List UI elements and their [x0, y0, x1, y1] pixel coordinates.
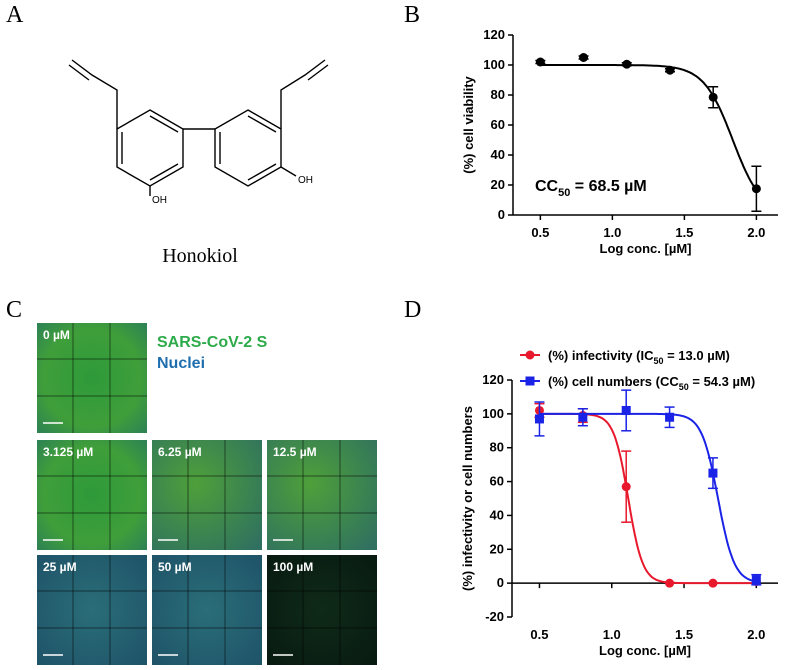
image-label: 3.125 µM: [43, 445, 93, 459]
y-tick-label: 100: [483, 57, 505, 72]
point: [621, 405, 631, 415]
y-tick-label: 60: [490, 474, 504, 489]
y-tick-label: 0: [497, 575, 504, 590]
point: [751, 575, 761, 585]
y-tick-label: 60: [491, 117, 505, 132]
y-tick-label: 20: [490, 541, 504, 556]
x-tick-label: 0.5: [530, 627, 548, 642]
y-tick-label: 20: [491, 177, 505, 192]
point: [665, 412, 675, 422]
point: [622, 59, 632, 69]
point: [751, 184, 761, 194]
y-tick-label: 0: [498, 207, 505, 222]
point: [708, 92, 718, 102]
panel-label: B: [404, 2, 420, 28]
image-legend: SARS-CoV-2 S: [157, 334, 268, 351]
micrograph: [267, 440, 377, 550]
point: [665, 65, 675, 75]
image-label: 50 µM: [158, 560, 192, 574]
point: [534, 414, 544, 424]
annotation: CC50 = 68.5 µM: [535, 178, 647, 199]
legend-part: 50: [653, 356, 663, 366]
image-legend: Nuclei: [157, 355, 205, 372]
fit-curve: [540, 64, 758, 191]
group-label: OH: [298, 175, 313, 186]
image-label: 12.5 µM: [273, 445, 317, 459]
panel-label: D: [404, 297, 421, 323]
legend-marker: [525, 376, 535, 386]
x-tick-label: 2.0: [747, 627, 765, 642]
legend-part: 50: [679, 382, 689, 392]
y-tick-label: 80: [490, 440, 504, 455]
image-label: 6.25 µM: [158, 445, 202, 459]
panel-label: A: [6, 2, 24, 28]
group-label: OH: [152, 195, 167, 206]
legend-part: (%) cell numbers (CC: [548, 374, 679, 389]
y-tick-label: -20: [485, 609, 504, 624]
micrograph: [37, 555, 147, 665]
x-axis-label: Log conc. [µM]: [599, 643, 691, 658]
legend-label: (%) cell numbers (CC50 = 54.3 µM): [548, 374, 755, 392]
x-tick-label: 1.0: [603, 225, 621, 240]
point: [578, 412, 588, 422]
x-tick-label: 2.0: [747, 225, 765, 240]
y-axis-label: (%) infectivity or cell numbers: [460, 406, 475, 591]
point: [708, 468, 718, 478]
y-tick-label: 40: [491, 147, 505, 162]
annotation-part: CC: [535, 178, 559, 195]
structure: [68, 59, 329, 196]
point: [665, 578, 675, 588]
fit-curve: [539, 412, 757, 583]
micrograph: [37, 440, 147, 550]
y-tick-label: 120: [483, 27, 505, 42]
y-tick-label: 100: [482, 406, 504, 421]
point: [621, 482, 631, 492]
legend-part: = 13.0 µM): [663, 348, 729, 363]
y-axis-label: (%) cell viability: [461, 75, 476, 173]
compound-name: Honokiol: [162, 245, 238, 267]
micrograph: [152, 440, 262, 550]
legend-part: (%) infectivity (IC: [548, 348, 654, 363]
point: [579, 53, 589, 62]
micrograph: [152, 555, 262, 665]
y-tick-label: 120: [482, 372, 504, 387]
x-tick-label: 0.5: [531, 225, 549, 240]
image-label: 25 µM: [43, 560, 77, 574]
x-tick-label: 1.0: [603, 627, 621, 642]
x-tick-label: 1.5: [675, 225, 693, 240]
image-label: 100 µM: [273, 560, 313, 574]
panel-label: C: [6, 297, 22, 323]
point: [708, 578, 718, 588]
legend-marker: [525, 350, 535, 360]
x-tick-label: 1.5: [675, 627, 693, 642]
y-tick-label: 80: [491, 87, 505, 102]
point: [535, 57, 545, 67]
legend-part: = 54.3 µM): [689, 374, 755, 389]
annotation-part: 50: [558, 187, 570, 199]
y-tick-label: 40: [490, 507, 504, 522]
micrograph: [267, 555, 377, 665]
fit-curve: [539, 412, 757, 585]
image-label: 0 µM: [43, 328, 70, 342]
legend-label: (%) infectivity (IC50 = 13.0 µM): [548, 348, 730, 366]
annotation-part: = 68.5 µM: [570, 178, 646, 195]
micrograph: [37, 323, 147, 433]
x-axis-label: Log conc. [µM]: [600, 241, 692, 256]
